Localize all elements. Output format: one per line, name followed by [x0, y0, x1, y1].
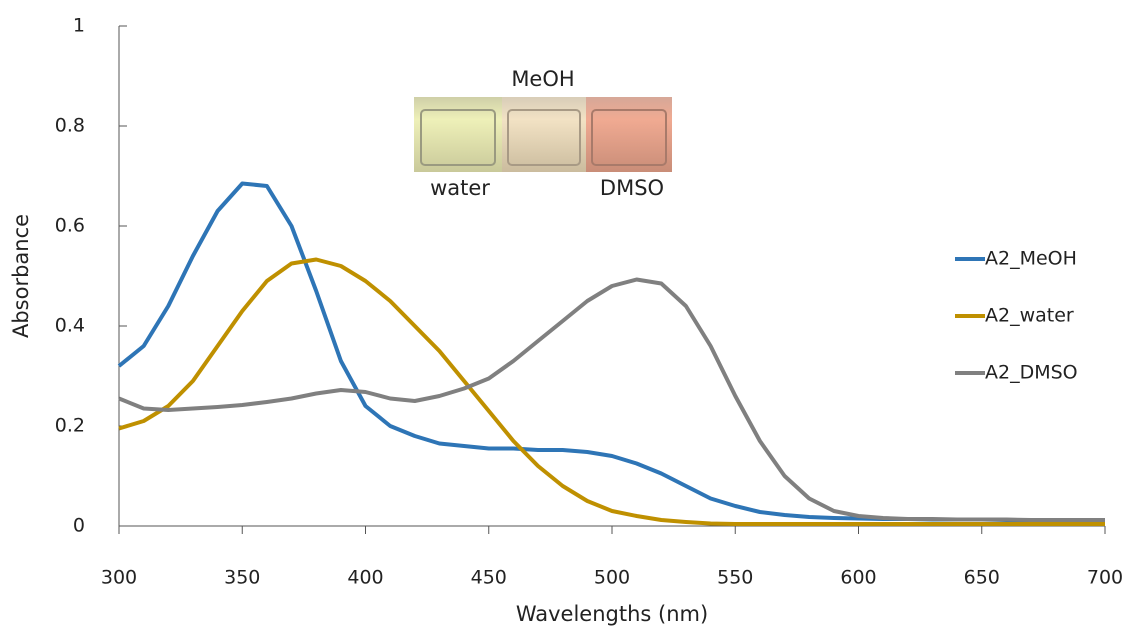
x-tick-label: 300	[101, 567, 137, 589]
y-tick-label: 0.8	[55, 115, 85, 137]
x-tick-label: 400	[347, 567, 383, 589]
x-tick-label: 700	[1087, 567, 1123, 589]
data-line	[117, 181, 1105, 522]
y-tick-label: 0.2	[55, 415, 85, 437]
y-tick-label: 0.6	[55, 215, 85, 237]
legend-label: A2_MeOH	[985, 248, 1077, 270]
x-tick-label: 450	[471, 567, 507, 589]
y-axis-title: Absorbance	[9, 214, 33, 338]
x-tick-label: 650	[964, 567, 1000, 589]
x-tick-label: 500	[594, 567, 630, 589]
x-tick-label: 550	[717, 567, 753, 589]
y-tick-label: 0	[73, 515, 85, 537]
data-line	[118, 257, 1105, 526]
y-tick-label: 0.4	[55, 315, 85, 337]
x-axis-title: Wavelengths (nm)	[516, 602, 708, 626]
annotation: water	[430, 176, 490, 200]
legend-label: A2_DMSO	[985, 362, 1078, 384]
data-line	[118, 277, 1105, 522]
y-tick-label: 1	[73, 15, 85, 37]
annotation: MeOH	[511, 67, 574, 91]
annotation: DMSO	[600, 176, 664, 200]
vial-photo	[414, 97, 672, 172]
x-tick-label: 600	[840, 567, 876, 589]
legend-label: A2_water	[985, 305, 1074, 327]
x-tick-label: 350	[224, 567, 260, 589]
